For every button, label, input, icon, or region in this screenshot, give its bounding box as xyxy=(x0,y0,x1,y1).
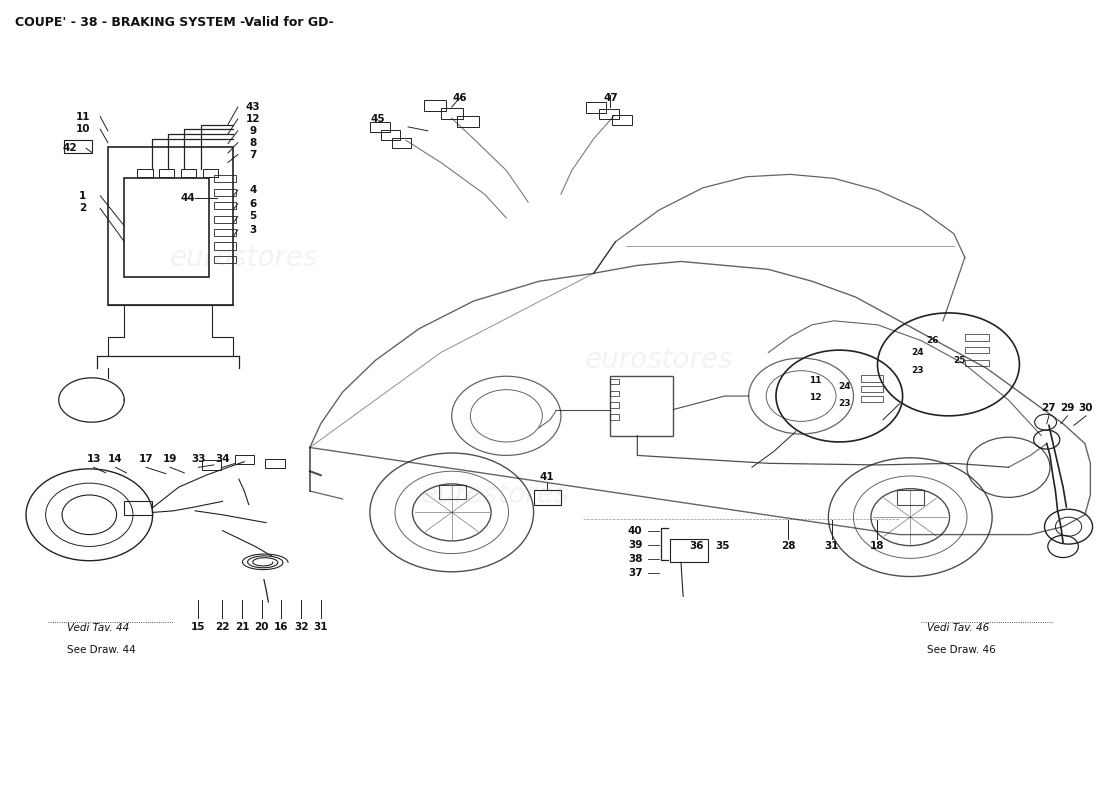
Text: 41: 41 xyxy=(539,472,554,482)
Text: 19: 19 xyxy=(163,454,177,464)
Text: 10: 10 xyxy=(76,124,90,134)
Text: 6: 6 xyxy=(250,198,256,209)
Text: 22: 22 xyxy=(216,622,230,632)
Text: Vedi Tav. 46: Vedi Tav. 46 xyxy=(926,623,989,634)
Text: COUPE' - 38 - BRAKING SYSTEM -Valid for GD-: COUPE' - 38 - BRAKING SYSTEM -Valid for … xyxy=(15,16,333,29)
Text: eurostores: eurostores xyxy=(170,243,319,271)
Text: 13: 13 xyxy=(87,454,101,464)
Text: 38: 38 xyxy=(628,554,642,564)
Text: 40: 40 xyxy=(628,526,642,536)
Text: 8: 8 xyxy=(250,138,256,148)
Text: 47: 47 xyxy=(604,93,618,102)
Text: 27: 27 xyxy=(1042,403,1056,413)
Text: 16: 16 xyxy=(274,622,288,632)
Text: 15: 15 xyxy=(191,622,206,632)
Text: Vedi Tav. 44: Vedi Tav. 44 xyxy=(67,623,130,634)
Text: 39: 39 xyxy=(628,540,642,550)
Text: 43: 43 xyxy=(245,102,261,112)
Text: 4: 4 xyxy=(250,186,256,195)
Text: 31: 31 xyxy=(314,622,328,632)
Text: eurostores: eurostores xyxy=(421,481,570,509)
Text: 44: 44 xyxy=(180,193,195,203)
Text: 23: 23 xyxy=(912,366,924,375)
Text: 34: 34 xyxy=(216,454,230,464)
Text: 42: 42 xyxy=(63,143,77,154)
Text: 28: 28 xyxy=(781,542,795,551)
Text: 25: 25 xyxy=(953,356,966,365)
Text: 17: 17 xyxy=(139,454,153,464)
Text: 14: 14 xyxy=(108,454,123,464)
Text: 5: 5 xyxy=(250,211,256,222)
Text: 23: 23 xyxy=(838,399,851,409)
Text: 11: 11 xyxy=(76,111,90,122)
Text: 24: 24 xyxy=(912,348,924,357)
Text: 11: 11 xyxy=(808,376,822,385)
Text: 33: 33 xyxy=(191,454,206,464)
Text: 1: 1 xyxy=(79,190,87,201)
Text: 45: 45 xyxy=(371,114,385,124)
Text: 35: 35 xyxy=(715,542,729,551)
Text: See Draw. 44: See Draw. 44 xyxy=(67,646,136,655)
Text: 26: 26 xyxy=(926,336,938,345)
Text: 18: 18 xyxy=(870,542,884,551)
Text: 2: 2 xyxy=(79,203,87,214)
Text: 30: 30 xyxy=(1079,403,1093,413)
Text: 12: 12 xyxy=(808,393,822,402)
Text: 3: 3 xyxy=(250,225,256,234)
Text: 24: 24 xyxy=(838,382,851,391)
Text: 9: 9 xyxy=(250,126,256,136)
Text: 21: 21 xyxy=(235,622,250,632)
Text: 29: 29 xyxy=(1060,403,1075,413)
Text: 12: 12 xyxy=(245,114,261,124)
Text: 37: 37 xyxy=(628,568,642,578)
Text: 46: 46 xyxy=(452,93,466,102)
Text: eurostores: eurostores xyxy=(585,346,734,374)
Text: 32: 32 xyxy=(294,622,308,632)
Text: 7: 7 xyxy=(250,150,256,159)
Text: 31: 31 xyxy=(824,542,839,551)
Text: 20: 20 xyxy=(254,622,270,632)
Text: See Draw. 46: See Draw. 46 xyxy=(926,646,996,655)
Text: 36: 36 xyxy=(689,542,704,551)
